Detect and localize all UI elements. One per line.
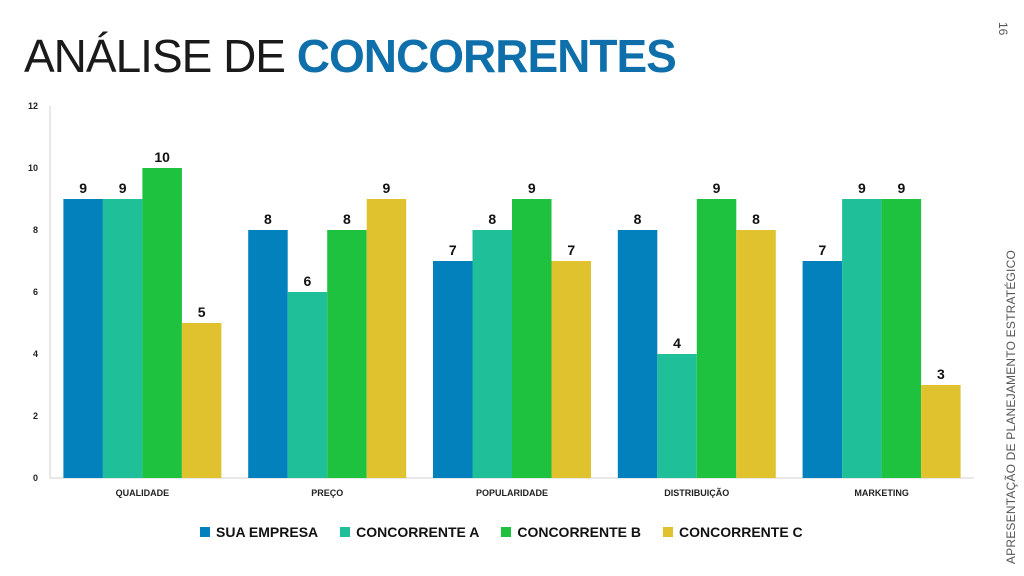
bar-value-label: 9 [119, 180, 127, 196]
bar [842, 199, 882, 478]
title-bold: CONCORRENTES [296, 30, 677, 82]
y-tick-label: 4 [33, 349, 38, 359]
bar-value-label: 3 [937, 366, 945, 382]
y-tick-label: 10 [28, 163, 38, 173]
bar-value-label: 9 [79, 180, 87, 196]
bar [181, 323, 222, 478]
bar [102, 199, 143, 478]
legend-item: CONCORRENTE B [501, 524, 641, 540]
bar [921, 385, 961, 478]
bar [287, 292, 328, 478]
bar [551, 261, 591, 478]
page-title: ANÁLISE DE CONCORRENTES [24, 28, 677, 84]
y-tick-label: 12 [28, 101, 38, 111]
bar-value-label: 9 [897, 180, 905, 196]
bar-value-label: 9 [383, 180, 391, 196]
bar [881, 199, 922, 478]
bar-value-label: 9 [858, 180, 866, 196]
bar-value-label: 7 [818, 242, 826, 258]
bar-value-label: 9 [713, 180, 721, 196]
x-category-label: QUALIDADE [116, 488, 170, 498]
legend-item: CONCORRENTE C [663, 524, 803, 540]
bar-value-label: 6 [304, 273, 312, 289]
bar [802, 261, 843, 478]
bar-value-label: 5 [198, 304, 206, 320]
legend-label: SUA EMPRESA [216, 524, 319, 540]
legend-label: CONCORRENTE C [679, 524, 803, 540]
y-tick-label: 6 [33, 287, 38, 297]
bar-value-label: 8 [752, 211, 760, 227]
legend-label: CONCORRENTE B [517, 524, 641, 540]
bar-value-label: 8 [343, 211, 351, 227]
bar [512, 199, 552, 478]
legend-label: CONCORRENTE A [356, 524, 480, 540]
bar [327, 230, 367, 478]
chart-legend: SUA EMPRESA CONCORRENTE A CONCORRENTE B CON… [200, 524, 803, 540]
legend-item: CONCORRENTE A [340, 524, 479, 540]
y-tick-label: 0 [33, 473, 38, 483]
legend-swatch [663, 527, 673, 537]
bar-value-label: 10 [154, 149, 170, 165]
bar [433, 261, 473, 478]
bar-value-label: 4 [673, 335, 681, 351]
bar-value-label: 7 [567, 242, 575, 258]
title-light: ANÁLISE DE [24, 30, 286, 82]
y-tick-label: 2 [33, 411, 38, 421]
x-category-label: MARKETING [854, 488, 909, 498]
bar-value-label: 9 [528, 180, 536, 196]
legend-swatch [200, 527, 210, 537]
bar [736, 230, 776, 478]
x-category-label: DISTRIBUIÇÃO [664, 488, 729, 498]
bar [366, 199, 407, 478]
x-category-label: POPULARIDADE [476, 488, 548, 498]
bar [472, 230, 512, 478]
legend-swatch [340, 527, 351, 537]
bar [63, 199, 103, 478]
bar-value-label: 7 [449, 242, 457, 258]
bar [657, 354, 697, 478]
legend-swatch [501, 527, 512, 537]
page-number: 16 [996, 22, 1010, 36]
bar [142, 168, 182, 478]
bar-value-label: 8 [488, 211, 496, 227]
bar-value-label: 8 [634, 211, 642, 227]
bar [248, 230, 288, 478]
x-category-label: PREÇO [311, 488, 343, 498]
bar [696, 199, 737, 478]
y-tick-label: 8 [33, 225, 38, 235]
side-caption: APRESENTAÇÃO DE PLANEJAMENTO ESTRATÉGICO [1004, 250, 1018, 565]
bar-chart: 0 2 4 6 8 10 12 9 9 10 5 QUALIDADE 8 6 8 9 PREÇO 7 8 9 7 POPU… [28, 101, 974, 498]
bar-value-label: 8 [264, 211, 272, 227]
legend-item: SUA EMPRESA [200, 524, 318, 540]
bar [617, 230, 658, 478]
